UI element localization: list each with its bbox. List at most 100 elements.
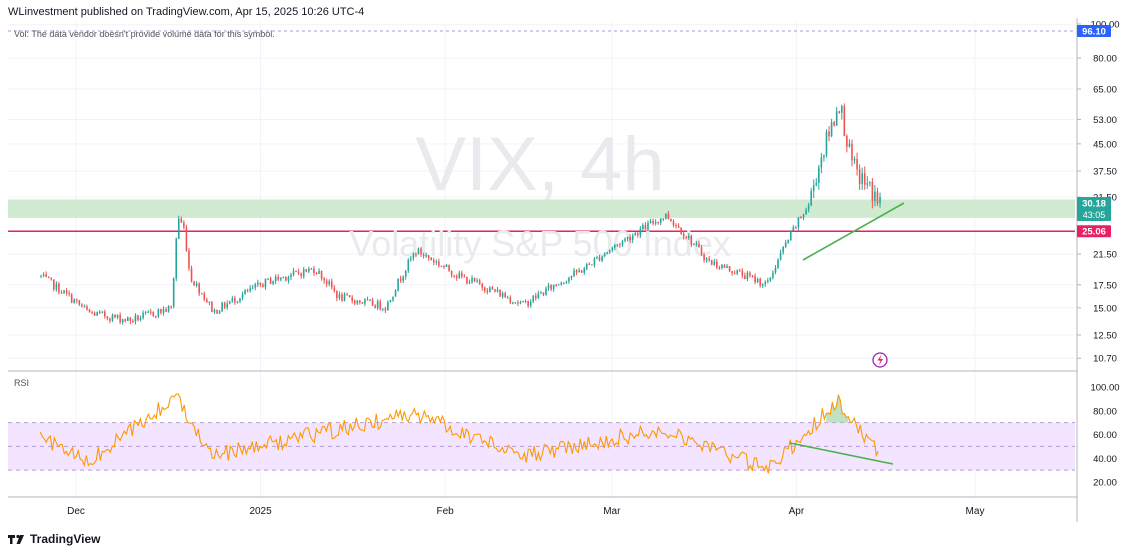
candle: [259, 282, 262, 287]
candle: [193, 280, 195, 286]
candle: [670, 218, 672, 222]
candle: [371, 297, 374, 306]
candle: [157, 308, 160, 319]
candle: [713, 258, 716, 266]
lightning-icon[interactable]: [872, 352, 888, 368]
candle: [272, 280, 274, 286]
price-axis[interactable]: 100.0080.0065.0053.0045.0037.5031.5021.5…: [1077, 20, 1120, 365]
candle: [848, 139, 851, 148]
candle: [652, 218, 654, 226]
candle: [75, 298, 78, 304]
candle: [698, 240, 700, 248]
candle: [700, 244, 703, 257]
candle: [180, 216, 183, 224]
candle: [443, 264, 445, 269]
candle: [784, 239, 787, 249]
candle: [330, 278, 333, 290]
candle: [91, 310, 93, 315]
svg-text:25.06: 25.06: [1082, 227, 1106, 238]
candle: [685, 235, 688, 240]
candle: [631, 233, 634, 244]
candle: [853, 156, 856, 164]
watermark-symbol: VIX, 4h: [415, 122, 664, 207]
candle: [167, 305, 170, 313]
time-axis[interactable]: Dec 2025 Feb Mar Apr May: [67, 506, 984, 517]
rsi-overbought-fill: [826, 394, 849, 423]
candle: [547, 282, 550, 291]
price-trendline[interactable]: [802, 202, 905, 261]
candle: [797, 216, 800, 231]
price-tick-label: 12.50: [1093, 331, 1117, 342]
badge-level: 25.06: [1077, 225, 1111, 238]
candle: [251, 284, 254, 290]
price-tick-label: 15.00: [1093, 303, 1117, 314]
candle: [833, 120, 835, 127]
candle: [318, 268, 320, 275]
candle: [856, 152, 858, 176]
candle: [198, 282, 200, 296]
candle: [137, 314, 139, 322]
candle: [473, 277, 476, 283]
candle: [708, 256, 710, 263]
candle: [121, 318, 124, 325]
grid: [8, 22, 1075, 497]
candle: [211, 300, 213, 313]
candle: [346, 292, 348, 296]
candle: [234, 295, 236, 305]
candle: [596, 255, 598, 260]
time-tick-label: Mar: [603, 506, 621, 517]
rsi-line[interactable]: [39, 393, 879, 474]
candle: [348, 295, 351, 298]
candle: [407, 258, 410, 274]
candle: [512, 301, 514, 305]
candle: [221, 301, 223, 312]
candle: [756, 277, 759, 284]
candle: [300, 272, 302, 279]
candle: [359, 299, 361, 305]
candle: [501, 291, 504, 299]
candle: [792, 224, 795, 232]
candle: [379, 299, 382, 311]
candle: [759, 277, 761, 288]
candle: [491, 285, 494, 290]
candle: [384, 306, 387, 313]
candle: [206, 297, 208, 303]
tradingview-logo-icon: [8, 534, 24, 544]
candle: [308, 266, 310, 274]
candle: [58, 281, 60, 295]
rsi-axis[interactable]: 100.00 80.00 60.00 40.00 20.00: [1090, 383, 1119, 489]
candle: [114, 314, 116, 319]
candle: [394, 289, 397, 297]
candle: [364, 297, 366, 307]
price-tick-label: 80.00: [1093, 54, 1117, 65]
candle: [404, 270, 407, 280]
candle: [399, 275, 402, 283]
rsi-tick-label: 80.00: [1093, 406, 1117, 417]
candle: [733, 270, 736, 275]
candle: [639, 226, 642, 239]
candle: [195, 281, 198, 288]
candle: [846, 134, 848, 153]
watermark-name: Volatility S&P 500 Index: [349, 223, 731, 264]
candle: [593, 256, 596, 268]
candle: [287, 275, 290, 284]
candle: [333, 285, 336, 293]
candle: [142, 310, 144, 320]
candle: [718, 265, 721, 270]
candle: [292, 267, 295, 277]
price-tick-label: 45.00: [1093, 139, 1117, 150]
candle: [325, 278, 328, 288]
candle: [489, 286, 491, 293]
candle: [723, 264, 726, 268]
candle: [789, 230, 792, 241]
candle: [132, 319, 134, 324]
footer-brand[interactable]: TradingView: [8, 531, 100, 547]
candle: [820, 152, 823, 174]
candle: [468, 279, 471, 285]
candlestick-series[interactable]: [40, 103, 881, 325]
candle: [583, 266, 586, 276]
candle: [116, 314, 119, 320]
rsi-trendline[interactable]: [789, 442, 894, 465]
candle: [45, 271, 47, 278]
